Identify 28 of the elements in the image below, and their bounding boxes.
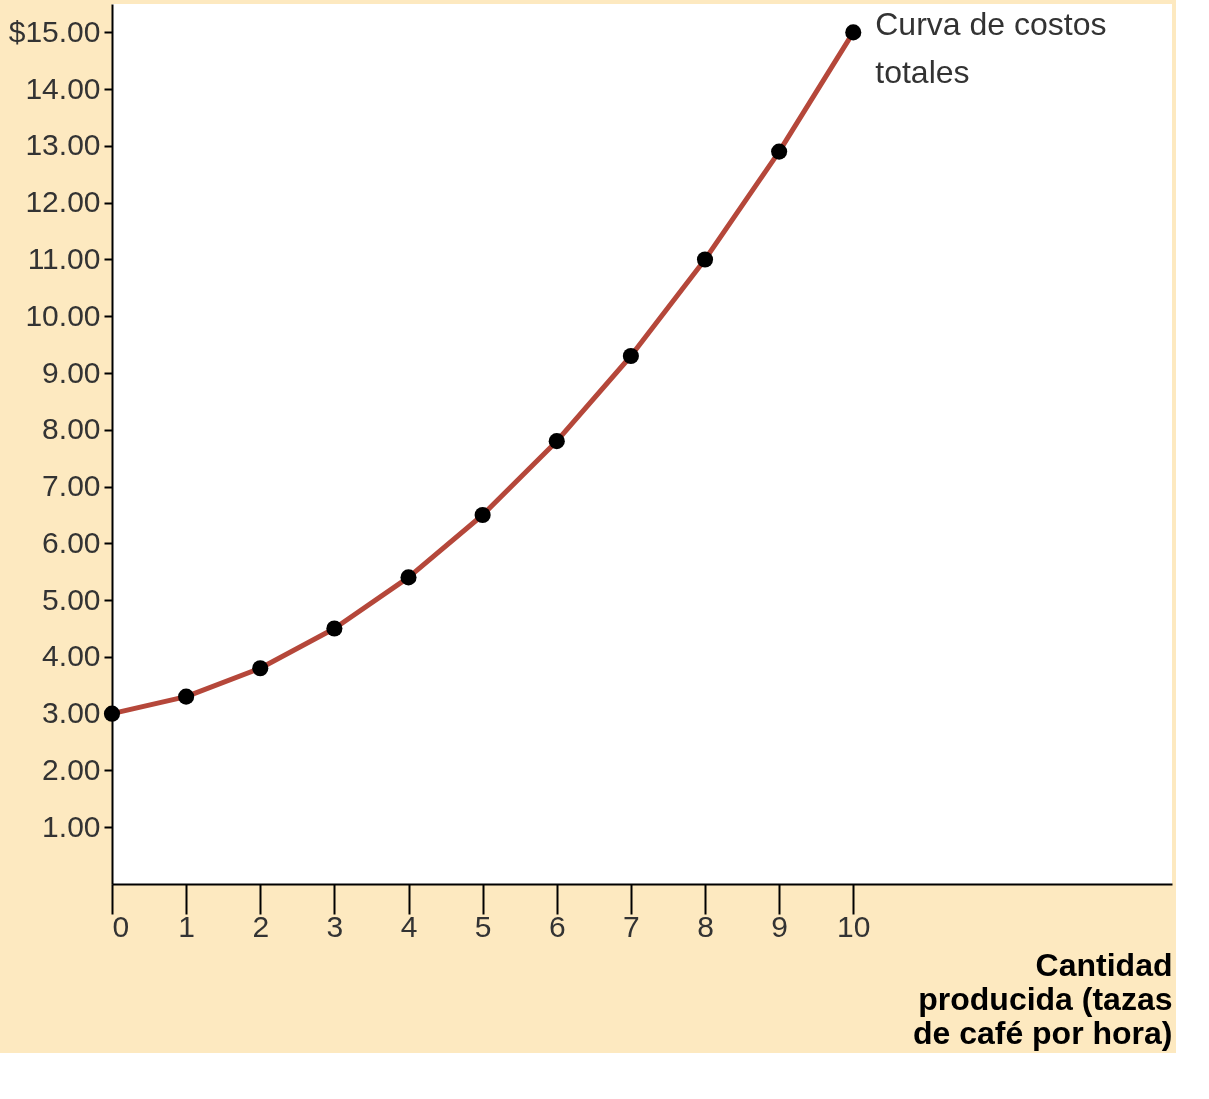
y-tick-label: 6.00 — [42, 525, 101, 559]
x-tick-label: 4 — [400, 909, 418, 943]
x-tick-label: 6 — [548, 909, 566, 943]
y-tick-label: 9.00 — [42, 355, 101, 389]
y-tick-label: 3.00 — [42, 696, 101, 730]
y-tick-label: 7.00 — [42, 469, 101, 503]
y-tick-label: 4.00 — [42, 639, 101, 673]
x-tick-label: 9 — [771, 909, 788, 943]
y-tick-label: 5.00 — [42, 582, 101, 616]
x-tick-label: 0 — [112, 909, 130, 943]
x-tick-label: 10 — [837, 909, 871, 943]
x-tick-label: 7 — [623, 909, 640, 943]
x-tick-label: 3 — [326, 909, 344, 943]
y-tick-label: 8.00 — [42, 412, 101, 446]
x-tick-label: 2 — [252, 909, 270, 943]
y-tick-label: 2.00 — [42, 752, 101, 786]
series-label: Curva de costos totales — [875, 6, 1107, 91]
y-tick-label: 12.00 — [25, 185, 101, 219]
y-tick-label: 1.00 — [42, 809, 101, 843]
y-tick-label: 13.00 — [25, 128, 101, 162]
y-tick-label: $15.00 — [8, 14, 101, 48]
y-tick-label: 10.00 — [25, 298, 101, 332]
x-tick-label: 8 — [697, 909, 714, 943]
y-tick-label: 11.00 — [27, 241, 101, 275]
x-axis-title: Cantidad producida (tazas de café por hora) — [912, 946, 1173, 1051]
x-tick-label: 1 — [178, 909, 195, 943]
x-tick-label: 5 — [474, 909, 492, 943]
y-tick-label: 14.00 — [25, 71, 101, 105]
